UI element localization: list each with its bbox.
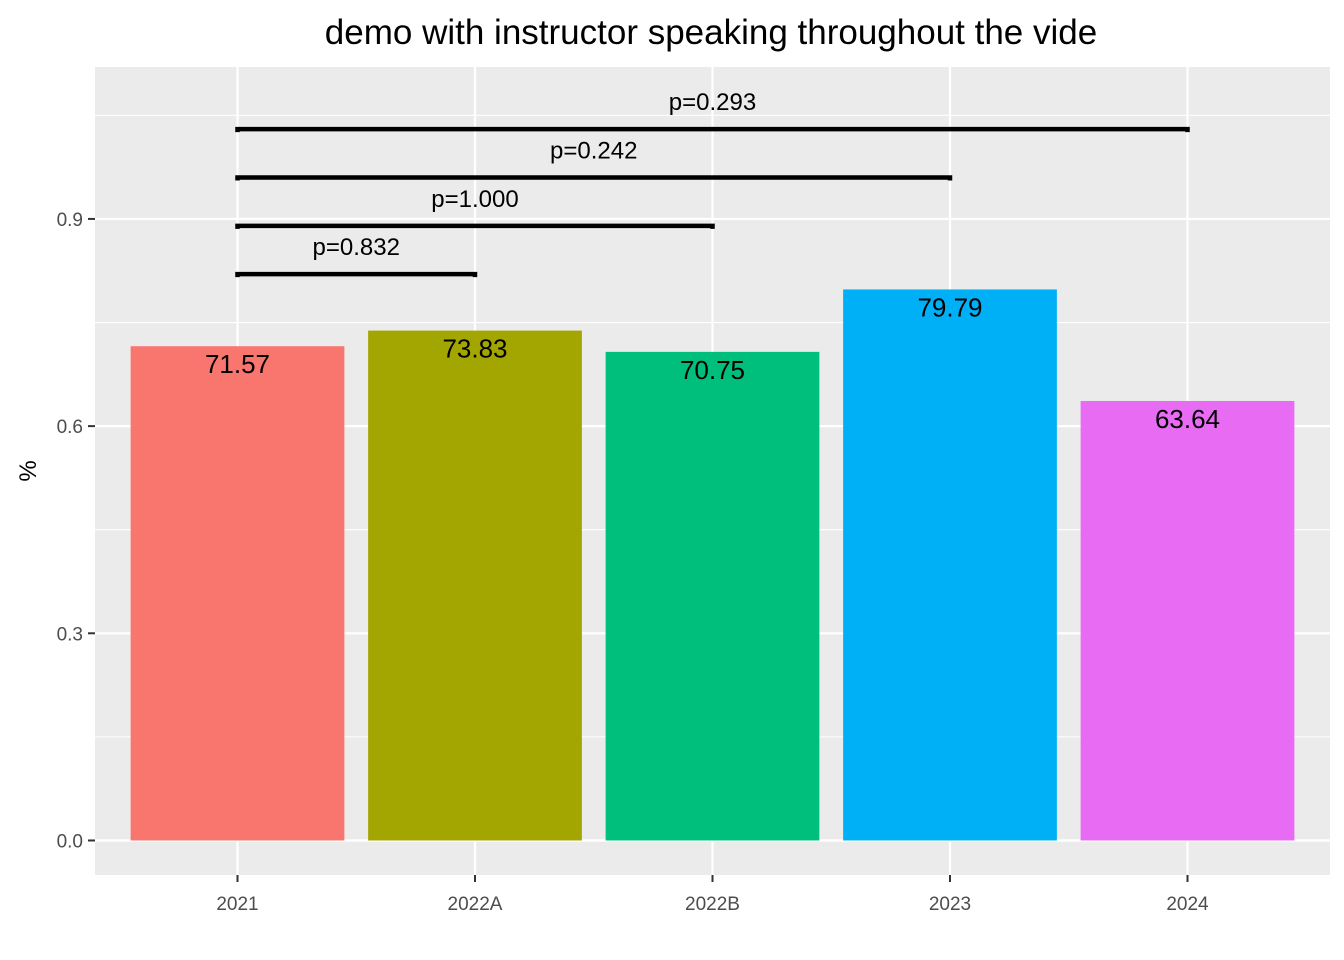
bars xyxy=(130,289,1295,841)
y-tick-label: 0.9 xyxy=(57,210,83,231)
x-tick-label: 2024 xyxy=(1166,894,1209,915)
comparison-bracket xyxy=(235,223,715,229)
comparison-bracket xyxy=(235,175,953,181)
bar-2024 xyxy=(1080,400,1295,841)
value-labels: 71.57 73.83 70.75 79.79 63.64 xyxy=(205,292,1220,434)
bar-value-label: 70.75 xyxy=(680,355,745,385)
comparison-bracket xyxy=(235,126,1190,133)
x-tick-label: 2023 xyxy=(929,894,971,915)
comparison-bracket xyxy=(235,271,478,278)
bar-value-label: 79.79 xyxy=(917,292,982,322)
x-tick-label: 2022A xyxy=(448,894,503,915)
p-value-label: p=0.293 xyxy=(669,89,756,116)
y-tick-label: 0.0 xyxy=(57,831,83,852)
x-axis: 2021 2022A 2022B 2023 2024 xyxy=(216,875,1209,915)
bar-value-label: 73.83 xyxy=(442,334,507,364)
y-tick-label: 0.3 xyxy=(57,624,83,645)
p-value-label: p=1.000 xyxy=(431,186,518,213)
bar-2023 xyxy=(843,289,1057,841)
p-value-label: p=0.242 xyxy=(550,137,637,164)
chart-title: demo with instructor speaking throughout… xyxy=(325,13,1097,52)
bar-value-label: 71.57 xyxy=(205,349,270,379)
bar-value-label: 63.64 xyxy=(1155,404,1220,434)
x-tick-label: 2021 xyxy=(216,894,258,915)
significance-brackets: p=0.832 p=1.000 p=0.242 p=0.293 xyxy=(235,89,1190,278)
x-tick-label: 2022B xyxy=(685,894,740,915)
bar-2021 xyxy=(130,346,345,841)
bar-2022A xyxy=(368,330,582,841)
bar-2022B xyxy=(605,351,820,841)
y-tick-label: 0.6 xyxy=(57,417,83,438)
y-axis: 0.0 0.3 0.6 0.9 xyxy=(57,210,95,852)
y-axis-title: % xyxy=(15,460,42,481)
p-value-label: p=0.832 xyxy=(313,234,400,261)
